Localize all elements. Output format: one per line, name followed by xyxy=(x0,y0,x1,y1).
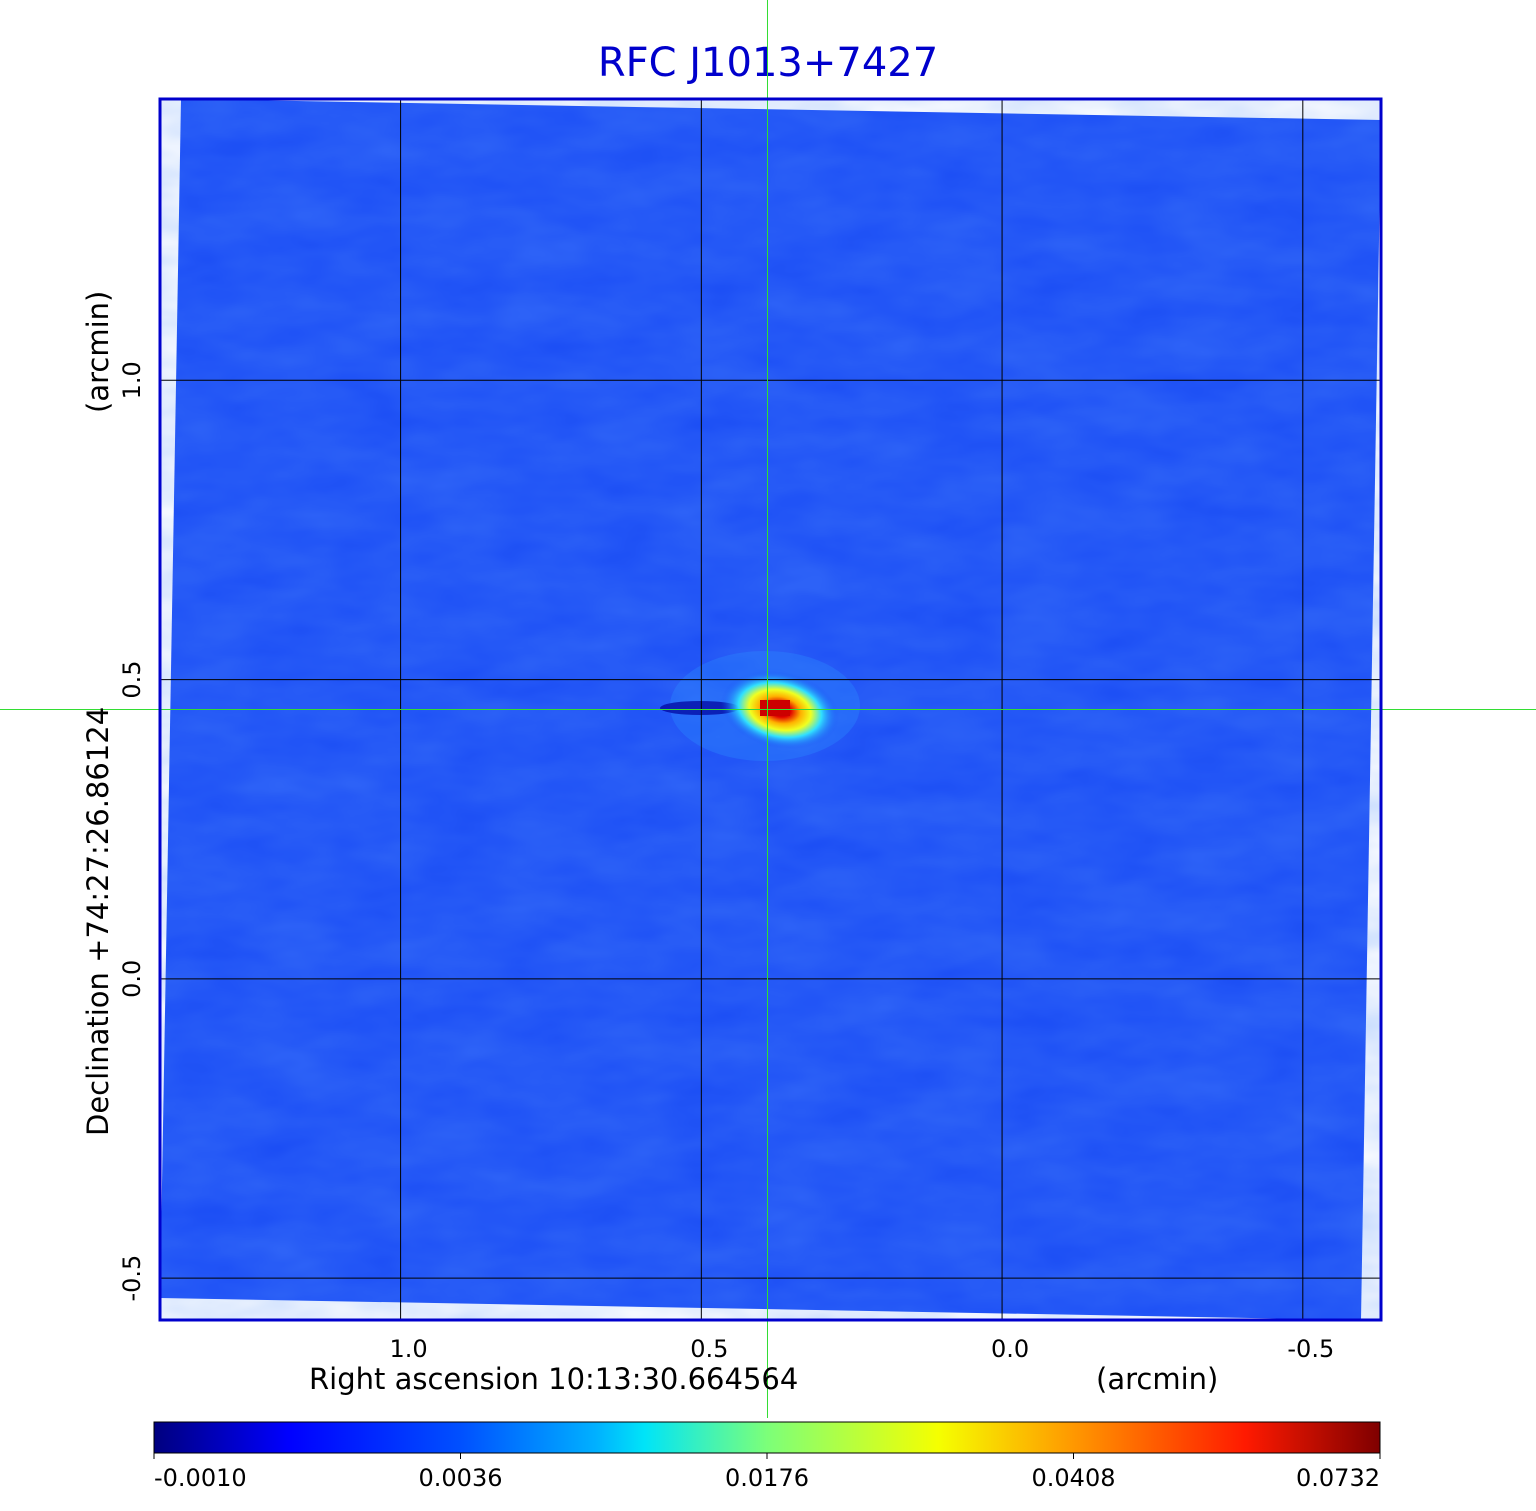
y-tick-label: 0.0 xyxy=(118,960,146,998)
x-tick-labels: 1.0 0.5 0.0 -0.5 xyxy=(390,1335,1335,1363)
plot-frame xyxy=(158,97,1383,1322)
chart-title: RFC J1013+7427 xyxy=(598,40,938,86)
x-tick-label: -0.5 xyxy=(1287,1335,1334,1363)
source-negative-lobe xyxy=(660,701,740,715)
x-tick-label: 1.0 xyxy=(390,1335,428,1363)
colorbar-tick-label: 0.0732 xyxy=(1296,1464,1380,1492)
y-axis-label: Declination +74:27:26.86124 xyxy=(81,707,115,1136)
crosshair xyxy=(0,0,1536,1418)
colorbar-tick-label: 0.0176 xyxy=(725,1464,809,1492)
x-tick-label: 0.5 xyxy=(690,1335,728,1363)
x-axis-unit: (arcmin) xyxy=(1096,1362,1218,1396)
colorbar-tick-labels: -0.0010 0.0036 0.0176 0.0408 0.0732 xyxy=(153,1453,1381,1492)
colorbar xyxy=(153,1421,1381,1454)
x-tick-label: 0.0 xyxy=(991,1335,1029,1363)
colorbar-tick-label: -0.0010 xyxy=(154,1464,247,1492)
y-tick-label: -0.5 xyxy=(118,1255,146,1302)
y-axis-unit: (arcmin) xyxy=(81,291,115,413)
y-tick-labels: 1.0 0.5 0.0 -0.5 xyxy=(118,361,146,1301)
y-tick-label: 1.0 xyxy=(118,361,146,399)
colorbar-tick-label: 0.0036 xyxy=(419,1464,503,1492)
source-core xyxy=(760,700,790,716)
colorbar-tick-label: 0.0408 xyxy=(1032,1464,1116,1492)
y-tick-label: 0.5 xyxy=(118,660,146,698)
x-axis-label: Right ascension 10:13:30.664564 xyxy=(309,1362,798,1396)
